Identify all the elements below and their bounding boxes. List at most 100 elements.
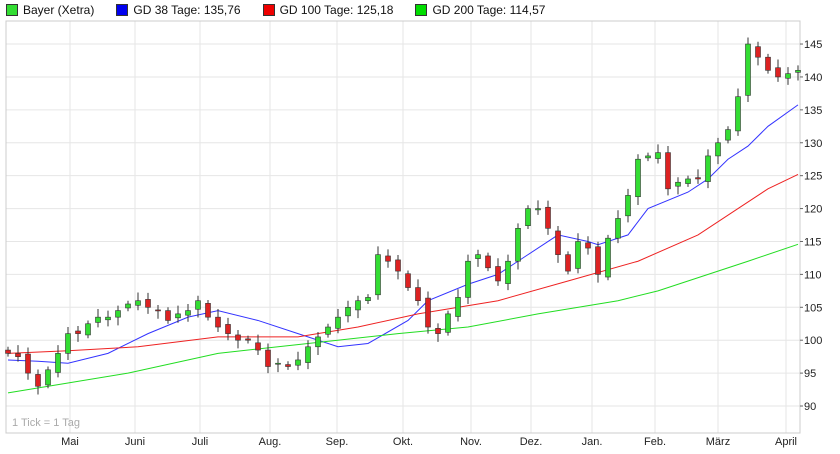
candle-body: [345, 306, 351, 317]
candle: [5, 346, 11, 357]
x-tick-label: Okt.: [393, 436, 413, 448]
candle-body: [195, 300, 201, 310]
candle: [25, 347, 31, 380]
candle-body: [725, 129, 731, 141]
candle: [535, 200, 541, 215]
y-tick-label: 140: [804, 72, 822, 84]
y-axis: 90 95 100 105 110 115 120 125 130 135 140 145: [800, 39, 822, 413]
candle-body: [785, 73, 791, 79]
candle-body: [655, 152, 661, 159]
candle-body: [305, 346, 311, 363]
candle-body: [635, 158, 641, 198]
candle-body: [735, 96, 741, 132]
candle-body: [155, 309, 161, 312]
candle: [475, 249, 481, 267]
candle-body: [85, 323, 91, 336]
candle-body: [405, 273, 411, 288]
legend-label: Bayer (Xetra): [23, 3, 95, 17]
x-tick-label: März: [706, 436, 730, 448]
candle: [695, 169, 701, 184]
candle: [355, 295, 361, 319]
candle-body: [245, 338, 251, 341]
candle-body: [505, 260, 511, 284]
candle: [775, 59, 781, 82]
candle: [375, 246, 381, 300]
legend-label: GD 38 Tage: 135,76: [133, 3, 241, 17]
candle: [35, 369, 41, 395]
candle-body: [465, 260, 471, 298]
candle: [495, 258, 501, 286]
x-tick-label: Jan.: [582, 436, 603, 448]
candle-body: [235, 334, 241, 341]
candle-body: [625, 195, 631, 217]
candle-body: [795, 70, 801, 73]
candle-body: [695, 177, 701, 180]
x-tick-label: Feb.: [644, 436, 666, 448]
candle: [245, 335, 251, 344]
candle-body: [95, 316, 101, 323]
candle: [345, 300, 351, 323]
ma-line-gd-200-tage: [7, 243, 799, 394]
candle-body: [165, 310, 171, 321]
candle-body: [375, 254, 381, 296]
candle-body: [55, 353, 61, 373]
candle: [215, 308, 221, 332]
y-tick-label: 110: [804, 269, 822, 281]
candle: [45, 366, 51, 389]
y-tick-label: 100: [804, 335, 822, 347]
x-tick-label: Dez.: [520, 436, 543, 448]
candle-body: [395, 259, 401, 272]
x-axis: Mai Juni Juli Aug. Sep. Okt. Nov. Dez. Jan. Feb. M…: [61, 436, 797, 448]
legend-swatch: [415, 4, 428, 16]
candle: [455, 289, 461, 322]
candle: [325, 323, 331, 338]
candle-body: [275, 362, 281, 365]
candle: [175, 305, 181, 323]
candle: [265, 343, 271, 374]
candle: [525, 205, 531, 229]
legend-item-gd38: GD 38 Tage: 135,76: [116, 3, 241, 17]
candle: [395, 254, 401, 280]
candle: [155, 304, 161, 319]
candle-body: [175, 313, 181, 319]
candle: [125, 300, 131, 312]
candle-body: [685, 178, 691, 184]
candle: [285, 361, 291, 370]
candle-body: [515, 228, 521, 262]
candle: [15, 345, 21, 362]
candle: [235, 330, 241, 349]
candle: [145, 292, 151, 314]
candle-body: [745, 43, 751, 96]
candle-body: [385, 255, 391, 262]
y-tick-label: 145: [804, 39, 822, 51]
candle-body: [435, 328, 441, 334]
candle-body: [415, 287, 421, 302]
candle: [85, 320, 91, 339]
candle: [725, 126, 731, 144]
candle-body: [425, 297, 431, 328]
candle-body: [675, 181, 681, 187]
candle-body: [265, 349, 271, 367]
candle-body: [35, 374, 41, 387]
candle-body: [145, 299, 151, 308]
x-tick-label: Aug.: [259, 436, 282, 448]
candle: [255, 334, 261, 356]
candle-body: [45, 369, 51, 386]
candle: [505, 254, 511, 291]
candle: [445, 310, 451, 336]
candle: [425, 291, 431, 334]
candle: [715, 137, 721, 165]
candle: [205, 300, 211, 321]
legend-item-bayer: Bayer (Xetra): [6, 3, 94, 17]
candle-body: [555, 230, 561, 255]
candle: [585, 236, 591, 255]
candle: [675, 177, 681, 195]
x-tick-label: Nov.: [460, 436, 482, 448]
y-tick-label: 135: [804, 105, 822, 117]
candle: [295, 351, 301, 371]
candle-body: [15, 353, 21, 357]
candle-body: [65, 333, 71, 354]
candle-body: [495, 266, 501, 282]
legend-swatch: [262, 4, 275, 16]
candle: [595, 241, 601, 283]
